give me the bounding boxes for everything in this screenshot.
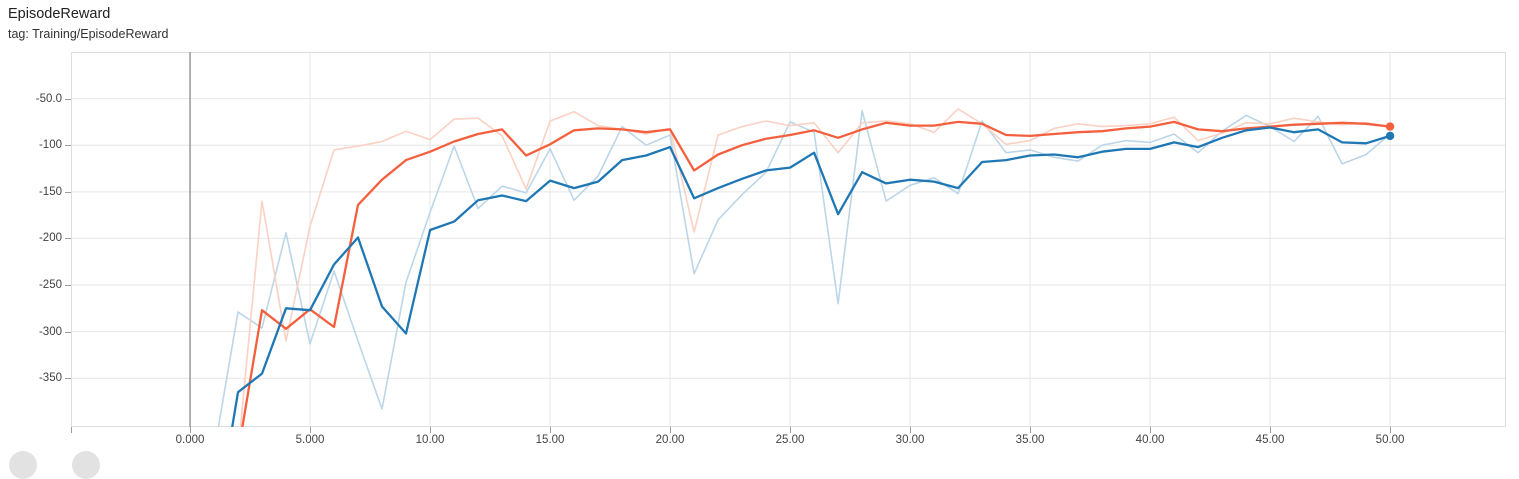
y-tick-label: -200 [38,232,62,245]
y-tick-label: -250 [38,279,62,292]
chart-canvas[interactable] [71,52,1506,427]
y-axis-tick [65,378,71,380]
x-tick-label: 10.00 [415,434,445,446]
x-axis-tick [1390,427,1392,433]
x-axis-tick [71,427,72,433]
x-tick-label: 5.000 [295,434,325,446]
x-tick-label: 25.00 [775,434,805,446]
y-axis-tick [65,191,71,193]
y-axis-tick [65,331,71,333]
x-axis-tick [430,427,432,433]
y-axis-tick [65,285,71,287]
y-tick-label: -100 [38,139,62,152]
x-axis-tick [910,427,912,433]
line-chart-plot-area[interactable] [71,52,1506,427]
x-tick-label: 45.00 [1255,434,1285,446]
series-run-1-smoothed-endpoint-dot [1385,131,1395,141]
series-run-2-smoothed-line [241,120,1392,427]
chart-tag-subtitle: tag: Training/EpisodeReward [8,27,169,41]
x-tick-label: 40.00 [1135,434,1165,446]
y-tick-label: -50.0 [35,92,62,105]
series-run-2-smoothed-endpoint-dot [1385,122,1395,131]
x-axis-tick [1270,427,1272,433]
y-axis-tick [65,145,71,147]
y-axis-tick [65,238,71,240]
x-tick-label: 15.00 [535,434,565,446]
y-tick-label: -300 [38,325,62,338]
chart-title: EpisodeReward [8,6,111,22]
series-run-2-raw-line [239,108,1391,427]
y-tick-label: -350 [38,372,62,385]
y-axis-tick [65,98,71,100]
x-axis-tick [1030,427,1032,433]
x-tick-label: 35.00 [1015,434,1045,446]
x-axis-tick [310,427,312,433]
x-axis-tick [190,427,192,433]
y-tick-label: -150 [38,185,62,198]
plot-border [71,52,1506,427]
card-action-button[interactable] [72,451,100,479]
x-axis-tick [670,427,672,433]
series-run-1-smoothed-line [231,126,1392,427]
x-axis-tick [790,427,792,433]
x-axis-tick [550,427,552,433]
x-axis-tick [1150,427,1152,433]
card-action-button[interactable] [9,451,37,479]
x-tick-label: 0.000 [175,434,205,446]
x-tick-label: 30.00 [895,434,925,446]
x-tick-label: 20.00 [655,434,685,446]
x-tick-label: 50.00 [1375,434,1405,446]
series-run-1-raw-line [217,109,1391,427]
